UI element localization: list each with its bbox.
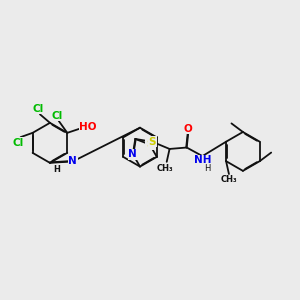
Text: H: H [204,164,211,172]
Text: Cl: Cl [52,111,63,121]
Text: S: S [146,140,153,149]
Text: HO: HO [80,122,97,132]
Text: CH₃: CH₃ [157,164,174,172]
Text: S: S [149,137,156,147]
Text: N: N [68,156,77,167]
Text: Cl: Cl [12,138,23,148]
Text: Cl: Cl [32,103,43,113]
Text: NH: NH [194,155,212,165]
Text: CH₃: CH₃ [220,175,237,184]
Text: H: H [54,165,61,174]
Text: O: O [184,124,193,134]
Text: N: N [128,149,137,159]
